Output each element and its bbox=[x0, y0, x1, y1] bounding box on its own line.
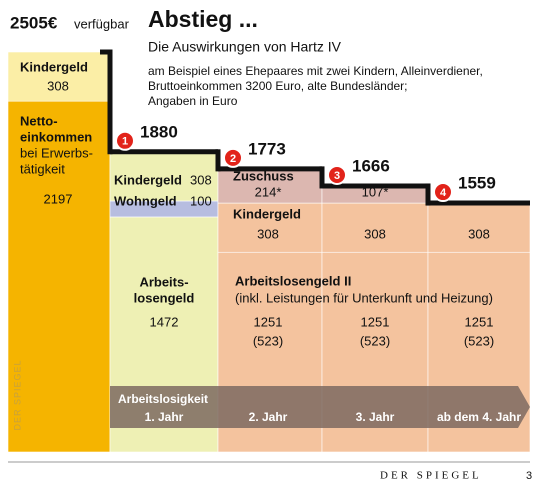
value-label: 1251 bbox=[254, 314, 283, 329]
total-label: 2505€ bbox=[10, 13, 58, 32]
value-label: 100 bbox=[190, 193, 212, 208]
step-marker bbox=[327, 164, 347, 185]
bar-segment bbox=[109, 151, 219, 202]
bar-segment bbox=[217, 202, 323, 253]
extra-label: (523) bbox=[464, 333, 494, 348]
extra-label: (523) bbox=[253, 333, 283, 348]
value-label: 2197 bbox=[44, 191, 73, 206]
bar-segment bbox=[321, 202, 429, 253]
segment-label: Arbeitslosengeld II bbox=[235, 273, 351, 288]
extra-label: (523) bbox=[360, 333, 390, 348]
segment-label: Zuschuss bbox=[233, 168, 294, 183]
period-arrow bbox=[110, 386, 530, 428]
total-label: 1666 bbox=[352, 156, 390, 175]
footer-page: 3 bbox=[526, 470, 532, 482]
bar-segment bbox=[427, 202, 531, 253]
segment-label: Kindergeld bbox=[233, 206, 301, 221]
value-label: 308 bbox=[47, 78, 69, 93]
step-marker bbox=[433, 182, 453, 203]
total-label: 1773 bbox=[248, 139, 286, 158]
value-label: 214* bbox=[255, 184, 282, 199]
value-label: 308 bbox=[468, 226, 490, 241]
footer-source: DER SPIEGEL bbox=[380, 470, 482, 482]
category-label: 3. Jahr bbox=[356, 410, 395, 424]
segment-note: bei Erwerbs- bbox=[20, 145, 93, 160]
description: am Beispiel eines Ehepaares mit zwei Kin… bbox=[148, 64, 483, 78]
bar-segment bbox=[217, 168, 323, 204]
value-label: 1472 bbox=[150, 314, 179, 329]
category-label: 1. Jahr bbox=[145, 410, 184, 424]
step-number: 4 bbox=[440, 187, 447, 199]
segment-label: einkommen bbox=[20, 129, 92, 144]
value-label: 308 bbox=[364, 226, 386, 241]
step-marker bbox=[223, 147, 243, 168]
step-number: 3 bbox=[334, 170, 340, 182]
category-label: 2. Jahr bbox=[249, 410, 288, 424]
description: Bruttoeinkommen 3200 Euro, alte Bundeslä… bbox=[148, 79, 408, 93]
bar-segment bbox=[7, 100, 111, 453]
value-label: 308 bbox=[190, 172, 212, 187]
category-label: ab dem 4. Jahr bbox=[437, 410, 521, 424]
segment-label: losengeld bbox=[134, 290, 195, 305]
value-label: 1251 bbox=[465, 314, 494, 329]
description: Angaben in Euro bbox=[148, 94, 238, 108]
step-number: 2 bbox=[230, 153, 236, 165]
value-label: 1251 bbox=[361, 314, 390, 329]
value-label: 308 bbox=[257, 226, 279, 241]
total-label: 1559 bbox=[458, 174, 496, 193]
step-number: 1 bbox=[122, 136, 128, 148]
watermark: DER SPIEGEL bbox=[12, 359, 22, 430]
subtitle: Die Auswirkungen von Hartz IV bbox=[148, 39, 342, 55]
total-label: 1880 bbox=[140, 122, 178, 141]
total-note: verfügbar bbox=[74, 16, 130, 31]
segment-note: tätigkeit bbox=[20, 161, 65, 176]
segment-label: Kindergeld bbox=[20, 59, 88, 74]
title: Abstieg ... bbox=[148, 6, 258, 32]
segment-label: Kindergeld bbox=[114, 172, 182, 187]
segment-label: Netto- bbox=[20, 113, 58, 128]
bar-segment bbox=[7, 51, 111, 102]
segment-note: (inkl. Leistungen für Unterkunft und Hei… bbox=[235, 290, 493, 305]
step-marker bbox=[115, 130, 135, 151]
segment-label: Wohngeld bbox=[114, 193, 177, 208]
period-label: Arbeitslosigkeit bbox=[118, 392, 208, 406]
segment-label: Arbeits- bbox=[139, 274, 188, 289]
